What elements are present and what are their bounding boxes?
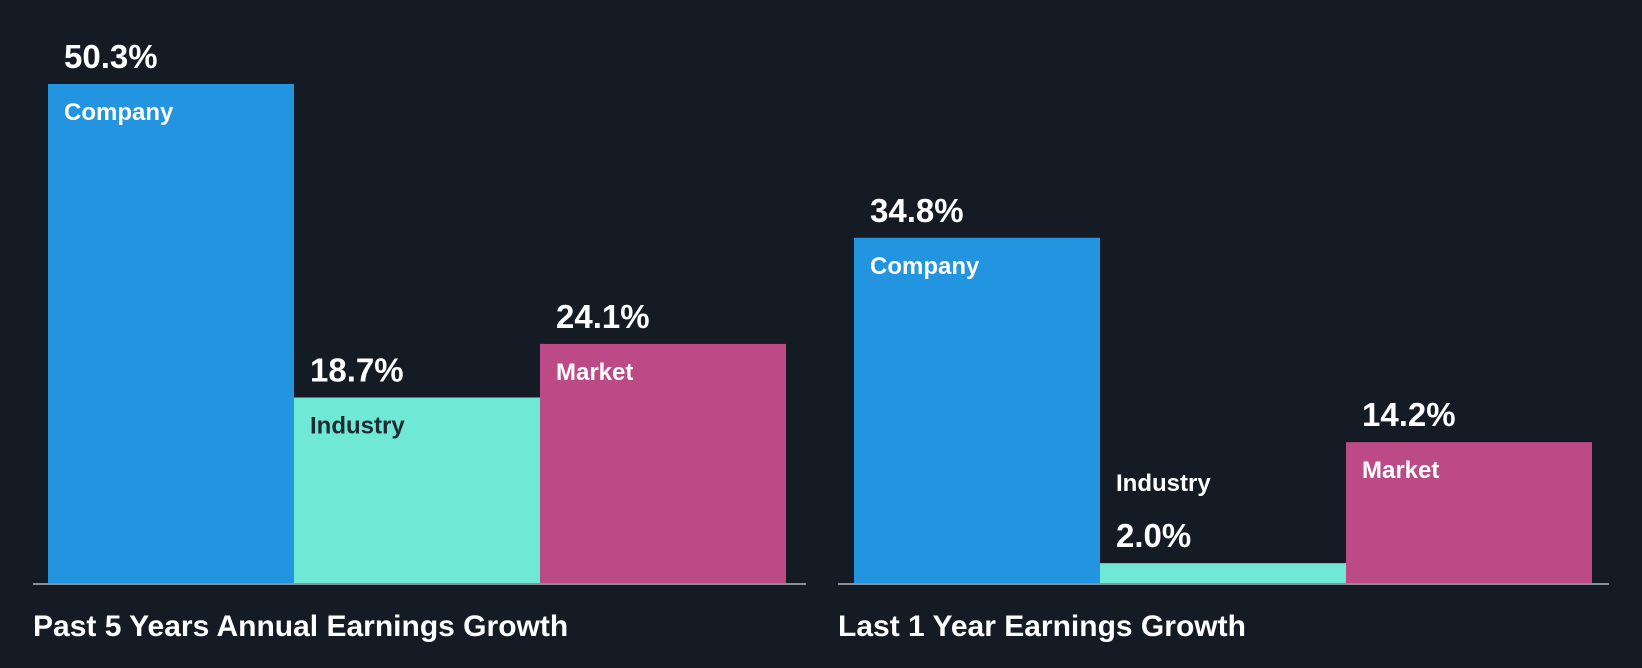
panel1-market-bar xyxy=(540,343,786,583)
panel1-company-category-label: Company xyxy=(64,99,174,126)
panel1-company-value-label: 50.3% xyxy=(64,38,158,75)
panel2-company-value-label: 34.8% xyxy=(870,192,964,229)
panel2-market-category-label: Market xyxy=(1362,457,1439,484)
panel2-market-value-label: 14.2% xyxy=(1362,396,1456,433)
panel2-title: Last 1 Year Earnings Growth xyxy=(838,610,1246,643)
panel1-industry-category-label: Industry xyxy=(310,412,405,439)
panel1-industry-value-label: 18.7% xyxy=(310,351,404,388)
panel1-market-category-label: Market xyxy=(556,359,633,386)
panel1-title: Past 5 Years Annual Earnings Growth xyxy=(33,610,568,643)
panel1-company-bar xyxy=(48,84,294,583)
panel2-industry-bar xyxy=(1100,563,1346,583)
panel1-industry-bar xyxy=(294,397,540,583)
panel2-company-category-label: Company xyxy=(870,253,980,280)
panel2-market-bar xyxy=(1346,442,1592,583)
panel2-company-bar xyxy=(854,237,1100,583)
panel2-industry-value-label: 2.0% xyxy=(1116,517,1191,554)
panel1-market-value-label: 24.1% xyxy=(556,298,650,335)
panel2-industry-category-label: Industry xyxy=(1116,470,1211,497)
